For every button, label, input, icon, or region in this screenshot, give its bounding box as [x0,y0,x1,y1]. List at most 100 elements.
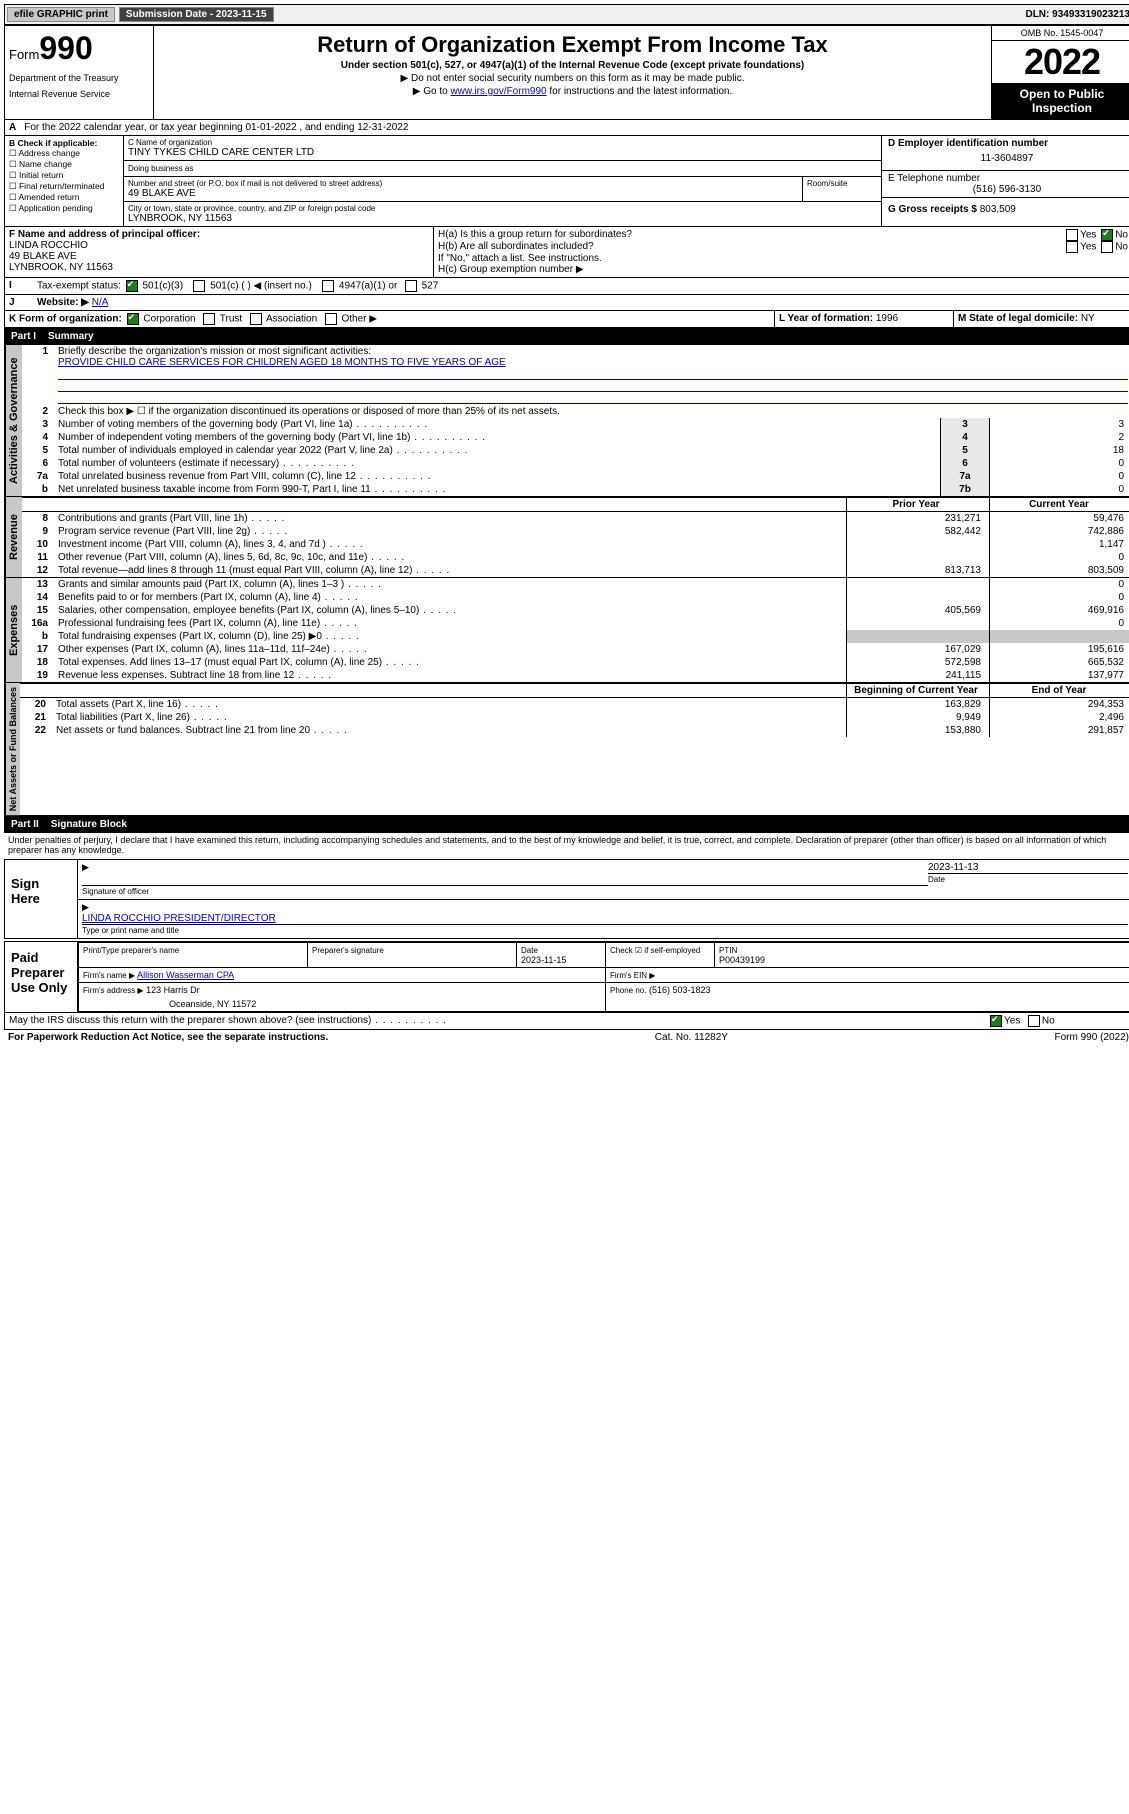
check-item[interactable]: Address change [9,148,119,159]
jurat-text: Under penalties of perjury, I declare th… [4,833,1129,857]
trust-checkbox[interactable] [203,313,215,325]
goto-note: ▶ Go to www.irs.gov/Form990 for instruct… [162,86,983,97]
table-row: 20Total assets (Part X, line 16)163,8292… [20,698,1129,711]
firm-name: Allison Wasserman CPA [137,970,234,980]
paid-preparer-block: Paid Preparer Use Only Print/Type prepar… [4,941,1129,1013]
check-item[interactable]: Initial return [9,170,119,181]
check-item[interactable]: Application pending [9,203,119,214]
table-row: 5Total number of individuals employed in… [22,444,1129,457]
table-row: bTotal fundraising expenses (Part IX, co… [22,630,1129,643]
tab-net-assets: Net Assets or Fund Balances [5,683,20,815]
date-label: Date [928,875,945,884]
table-row: 11Other revenue (Part VIII, column (A), … [22,551,1129,564]
gross-value: 803,509 [980,204,1016,215]
4947-checkbox[interactable] [322,280,334,292]
discuss-no-checkbox[interactable] [1028,1015,1040,1027]
mission-label: Briefly describe the organization's miss… [58,346,371,357]
officer-sub-label: Type or print name and title [82,926,179,935]
end-year-header: End of Year [990,684,1129,698]
501c3-checkbox[interactable] [126,280,138,292]
table-row: 16aProfessional fundraising fees (Part I… [22,617,1129,630]
ptin-value: P00439199 [719,955,765,965]
firm-addr1: 123 Harris Dr [146,985,200,995]
line2: Check this box ▶ ☐ if the organization d… [54,405,1129,418]
gross-label: G Gross receipts $ [888,204,977,215]
ha-label: H(a) Is this a group return for subordin… [438,229,632,241]
sig-officer-label: Signature of officer [82,887,149,896]
tax-status-label: Tax-exempt status: [37,281,121,292]
form-subtitle: Under section 501(c), 527, or 4947(a)(1)… [162,60,983,71]
year-formation-value: 1996 [876,313,898,324]
ein-value: 11-3604897 [888,149,1126,168]
ha-no-checkbox[interactable] [1101,229,1113,241]
begin-year-header: Beginning of Current Year [847,684,990,698]
officer-street: 49 BLAKE AVE [9,251,429,262]
officer-city: LYNBROOK, NY 11563 [9,262,429,273]
tab-governance: Activities & Governance [5,345,22,496]
irs-label: Internal Revenue Service [9,89,149,99]
527-checkbox[interactable] [405,280,417,292]
officer-label: F Name and address of principal officer: [9,229,429,240]
hc-label: H(c) Group exemption number ▶ [438,264,1128,275]
table-row: 10Investment income (Part VIII, column (… [22,538,1129,551]
check-item[interactable]: Final return/terminated [9,181,119,192]
org-name-label: C Name of organization [128,138,877,147]
period-row: A For the 2022 calendar year, or tax yea… [4,120,1129,136]
self-employed: Check ☑ if self-employed [610,946,700,955]
page-footer: For Paperwork Reduction Act Notice, see … [4,1030,1129,1045]
discuss-yes-checkbox[interactable] [990,1015,1002,1027]
501c-checkbox[interactable] [193,280,205,292]
table-row: 7aTotal unrelated business revenue from … [22,470,1129,483]
table-row: 12Total revenue—add lines 8 through 11 (… [22,564,1129,577]
ha-yes-checkbox[interactable] [1066,229,1078,241]
hb-no-checkbox[interactable] [1101,241,1113,253]
hb-yes-checkbox[interactable] [1066,241,1078,253]
part2-header: Part II Signature Block [4,816,1129,833]
org-name: TINY TYKES CHILD CARE CENTER LTD [128,147,877,158]
table-row: 19Revenue less expenses. Subtract line 1… [22,669,1129,682]
table-row: 3Number of voting members of the governi… [22,418,1129,431]
check-item[interactable]: Name change [9,159,119,170]
phone-value: (516) 596-3130 [888,184,1126,195]
tax-year: 2022 [992,41,1129,83]
firm-ein-label: Firm's EIN ▶ [610,971,655,980]
submission-date-button[interactable]: Submission Date - 2023-11-15 [119,7,274,22]
corp-checkbox[interactable] [127,313,139,325]
table-row: 14Benefits paid to or for members (Part … [22,591,1129,604]
officer-printed: LINDA ROCCHIO PRESIDENT/DIRECTOR [82,913,1128,924]
table-row: 22Net assets or fund balances. Subtract … [20,724,1129,737]
hb-note: If "No," attach a list. See instructions… [438,253,1128,264]
street-label: Number and street (or P.O. box if mail i… [128,179,798,188]
other-checkbox[interactable] [325,313,337,325]
irs-link[interactable]: www.irs.gov/Form990 [450,86,546,97]
firm-phone: (516) 503-1823 [649,985,711,995]
tab-expenses: Expenses [5,578,22,682]
assoc-checkbox[interactable] [250,313,262,325]
check-item[interactable]: Amended return [9,192,119,203]
phone-label: E Telephone number [888,173,1126,184]
dba-label: Doing business as [128,164,193,173]
officer-name: LINDA ROCCHIO [9,240,429,251]
table-row: 17Other expenses (Part IX, column (A), l… [22,643,1129,656]
website-label: Website: ▶ [37,297,89,308]
omb-number: OMB No. 1545-0047 [992,26,1129,41]
dept-treasury: Department of the Treasury [9,73,149,83]
street-value: 49 BLAKE AVE [128,188,798,199]
current-year-header: Current Year [990,498,1129,512]
prior-year-header: Prior Year [847,498,990,512]
mission-value: PROVIDE CHILD CARE SERVICES FOR CHILDREN… [58,357,506,368]
table-row: 18Total expenses. Add lines 13–17 (must … [22,656,1129,669]
room-label: Room/suite [807,179,877,188]
sig-date: 2023-11-13 [928,862,1128,873]
table-row: 8Contributions and grants (Part VIII, li… [22,512,1129,525]
firm-addr2: Oceanside, NY 11572 [79,997,606,1012]
table-row: 15Salaries, other compensation, employee… [22,604,1129,617]
table-row: 9Program service revenue (Part VIII, lin… [22,525,1129,538]
sign-here-block: Sign Here Signature of officer 2023-11-1… [4,859,1129,939]
efile-button[interactable]: efile GRAPHIC print [7,7,115,22]
year-formation-label: L Year of formation: [779,313,873,324]
table-row: 6Total number of volunteers (estimate if… [22,457,1129,470]
part1-header: Part I Summary [4,328,1129,345]
website-value[interactable]: N/A [92,297,109,308]
top-toolbar: efile GRAPHIC print Submission Date - 20… [4,4,1129,25]
